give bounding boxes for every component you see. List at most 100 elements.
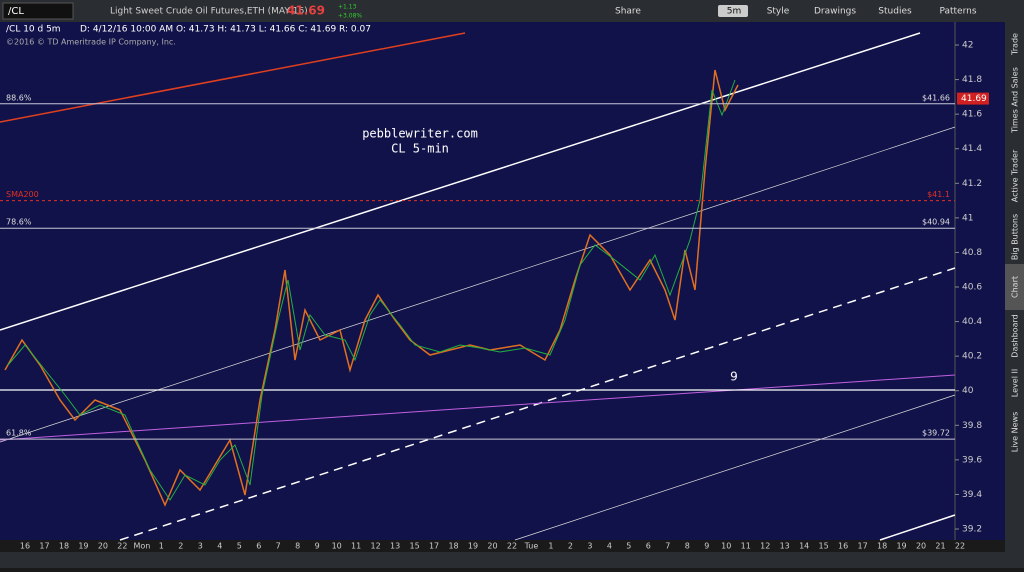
price-label: 41.4 [962, 144, 982, 154]
price-label: 39.6 [962, 455, 982, 465]
price-label: 40.4 [962, 317, 982, 327]
time-label: 2 [178, 542, 183, 551]
trendline [0, 32, 466, 123]
trendline [879, 514, 956, 541]
toolbar-button[interactable]: Drawings [814, 7, 856, 17]
price-label: 42 [962, 41, 973, 51]
change: +1.13 [338, 4, 357, 11]
active-tab [1005, 264, 1024, 310]
price-label: 40.6 [962, 283, 982, 293]
trendline [119, 267, 956, 541]
time-label: 15 [819, 542, 829, 551]
time-label: 13 [390, 542, 400, 551]
time-label: 18 [59, 542, 69, 551]
toolbar-button[interactable]: Style [767, 7, 790, 17]
last-price: 41.69 [287, 4, 325, 18]
time-label: 5 [626, 542, 631, 551]
time-label: Tue [524, 542, 539, 551]
ohlc: D: 4/12/16 10:00 AM O: 41.73 H: 41.73 L:… [80, 25, 371, 35]
time-label: 5 [237, 542, 242, 551]
time-label: 12 [760, 542, 770, 551]
time-label: 9 [704, 542, 709, 551]
time-label: 2 [568, 542, 573, 551]
toolbar-button[interactable]: Patterns [939, 7, 976, 17]
symbol-box[interactable] [2, 2, 74, 20]
description: Light Sweet Crude Oil Futures,ETH (MAY 1… [110, 7, 308, 17]
time-label: 7 [665, 542, 670, 551]
time-label: 19 [468, 542, 478, 551]
trendline [514, 394, 956, 541]
time-label: 21 [935, 542, 945, 551]
time-label: 7 [276, 542, 281, 551]
time-label: 19 [78, 542, 88, 551]
toolbar-button[interactable]: 5m [727, 7, 742, 17]
price-series [7, 79, 736, 501]
time-label: 1 [159, 542, 164, 551]
price-axis [955, 22, 1005, 540]
price-label: 40.2 [962, 352, 982, 362]
level-price: $40.94 [922, 218, 950, 227]
level-price: $41.1 [927, 190, 950, 199]
price-label: 40.8 [962, 248, 982, 258]
time-label: 6 [646, 542, 651, 551]
level-name: 61.8% [6, 429, 32, 438]
side-tab[interactable]: Chart [1011, 276, 1020, 298]
chart-area[interactable] [0, 22, 955, 540]
time-label: 4 [607, 542, 612, 551]
price-label: 41.6 [962, 110, 982, 120]
side-tab[interactable]: Trade [1011, 33, 1020, 56]
price-label: 39.8 [962, 421, 982, 431]
time-label: 20 [916, 542, 926, 551]
time-label: 18 [448, 542, 458, 551]
price-label: 41 [962, 213, 973, 223]
annotation: CL 5-min [391, 142, 449, 156]
copyright: ©2016 © TD Ameritrade IP Company, Inc. [6, 38, 176, 47]
time-label: 3 [587, 542, 592, 551]
level-price: $41.66 [922, 93, 950, 102]
side-tab[interactable]: Live News [1011, 412, 1020, 453]
time-label: 8 [295, 542, 300, 551]
change-pct: +3.08% [338, 13, 362, 20]
time-label: 9 [315, 542, 320, 551]
time-label: 16 [20, 542, 30, 551]
interval-box [718, 5, 748, 17]
time-label: Mon [133, 542, 150, 551]
time-label: 6 [256, 542, 261, 551]
level-name: 78.6% [6, 218, 32, 227]
time-label: 1 [548, 542, 553, 551]
level-price: $39.72 [922, 429, 950, 438]
time-label: 10 [721, 542, 731, 551]
time-label: 17 [429, 542, 439, 551]
time-label: 13 [780, 542, 790, 551]
annotation: 9 [730, 370, 738, 384]
level-name: SMA200 [6, 190, 39, 199]
annotation: pebblewriter.com [362, 127, 478, 141]
time-label: 3 [198, 542, 203, 551]
time-label: 16 [838, 542, 848, 551]
time-label: 18 [877, 542, 887, 551]
symbol: /CL [8, 6, 24, 17]
time-label: 11 [741, 542, 751, 551]
trendline [0, 374, 956, 441]
time-label: 4 [217, 542, 222, 551]
side-tab[interactable]: Active Trader [1011, 149, 1020, 202]
time-label: 17 [858, 542, 868, 551]
side-tab[interactable]: Times And Sales [1011, 67, 1020, 134]
side-tab[interactable]: Big Buttons [1011, 214, 1020, 260]
trendline [0, 32, 921, 331]
price-series [4, 69, 739, 507]
side-tab[interactable]: Dashboard [1011, 314, 1020, 357]
toolbar-button[interactable]: Share [615, 7, 641, 17]
time-label: 15 [409, 542, 419, 551]
scrollbar[interactable] [0, 552, 1005, 568]
time-label: 17 [39, 542, 49, 551]
time-label: 20 [487, 542, 497, 551]
time-label: 19 [896, 542, 906, 551]
price-label: 39.2 [962, 525, 982, 535]
price-label: 40 [962, 386, 974, 396]
side-tab[interactable]: Level II [1011, 369, 1020, 397]
time-label: 11 [351, 542, 361, 551]
chart-header: /CL 10 d 5m [6, 25, 61, 35]
toolbar-button[interactable]: Studies [878, 7, 912, 17]
